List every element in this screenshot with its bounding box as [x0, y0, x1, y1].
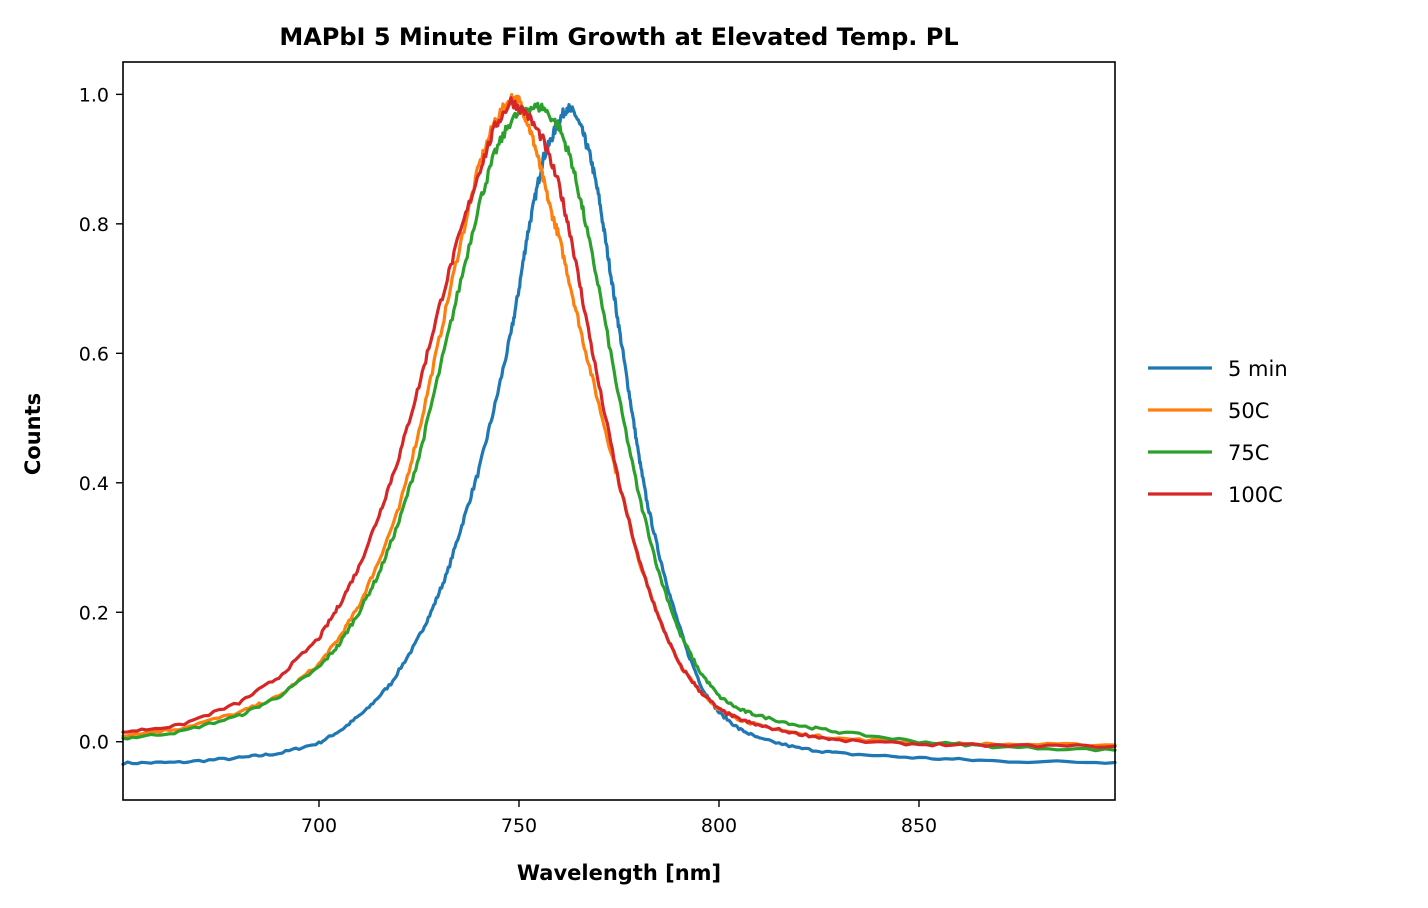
x-axis-label: Wavelength [nm] [517, 861, 721, 885]
plot-series [121, 92, 1117, 767]
legend: 5 min 50C 75C 100C [1148, 357, 1288, 507]
x-tick-label: 850 [901, 815, 937, 837]
series-line-2 [121, 101, 1117, 753]
x-tick-label: 700 [301, 815, 337, 837]
x-tick-label: 750 [501, 815, 537, 837]
legend-label-3: 100C [1228, 483, 1283, 507]
y-tick-label: 1.0 [79, 84, 109, 106]
series-line-0 [121, 102, 1117, 767]
chart-title: MAPbI 5 Minute Film Growth at Elevated T… [279, 23, 958, 51]
y-axis-label: Counts [21, 393, 45, 475]
legend-label-1: 50C [1228, 399, 1269, 423]
y-ticks: 0.0 0.2 0.4 0.6 0.8 1.0 [79, 84, 123, 754]
series-line-3 [121, 96, 1117, 749]
y-tick-label: 0.0 [79, 732, 109, 754]
series-line-1 [121, 92, 1117, 748]
plot-frame [122, 61, 1116, 801]
y-tick-label: 0.8 [79, 214, 109, 236]
y-tick-label: 0.4 [79, 473, 109, 495]
legend-label-2: 75C [1228, 441, 1269, 465]
y-tick-label: 0.2 [79, 602, 109, 624]
x-tick-label: 800 [701, 815, 737, 837]
y-tick-label: 0.6 [79, 343, 109, 365]
x-ticks: 700 750 800 850 [301, 800, 937, 837]
legend-label-0: 5 min [1228, 357, 1288, 381]
